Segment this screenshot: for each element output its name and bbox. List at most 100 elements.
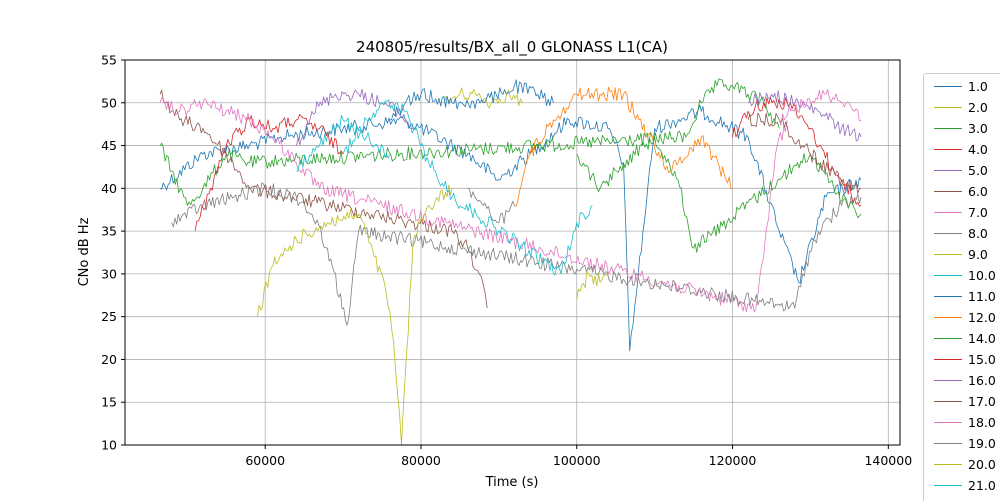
- legend-label: 6.0: [968, 184, 988, 199]
- y-tick-label: 45: [101, 138, 117, 153]
- series-line-21-0: [296, 114, 391, 172]
- legend-item: 14.0: [924, 328, 1000, 349]
- legend-swatch: [934, 254, 962, 255]
- legend-item: 16.0: [924, 370, 1000, 391]
- legend-swatch: [934, 422, 962, 423]
- legend-swatch: [934, 485, 962, 486]
- series-line-10-0: [342, 99, 593, 276]
- series-line-15-0: [732, 96, 862, 207]
- x-tick-label: 140000: [864, 453, 912, 468]
- legend-item: 10.0: [924, 265, 1000, 286]
- legend-swatch: [934, 338, 962, 339]
- y-tick-label: 30: [101, 266, 117, 281]
- axes: 10 15 20 25 30 35 40 45 50 55 60000 80000 100000 1200…: [101, 53, 912, 469]
- series-line-18-0: [778, 89, 862, 126]
- legend-swatch: [934, 170, 962, 171]
- legend-swatch: [934, 128, 962, 129]
- series-line-6-0: [159, 89, 488, 309]
- x-tick-label: 60000: [245, 453, 285, 468]
- series-line-12-0: [514, 86, 733, 207]
- series-line-19-0: [467, 187, 515, 224]
- legend-swatch: [934, 380, 962, 381]
- series-line-17-0: [747, 112, 862, 194]
- plot-area: [159, 78, 862, 446]
- legend: 1.0 2.0 3.0 4.0 5.0 6.0 7.0 8.0 9.0 10.0 11.0 12.0 1…: [923, 73, 1000, 501]
- legend-swatch: [934, 359, 962, 360]
- legend-label: 15.0: [968, 352, 996, 367]
- series-line-11-0: [389, 79, 554, 121]
- legend-item: 11.0: [924, 286, 1000, 307]
- series-line-20-0: [576, 270, 609, 300]
- legend-label: 19.0: [968, 436, 996, 451]
- legend-swatch: [934, 149, 962, 150]
- legend-label: 3.0: [968, 121, 988, 136]
- legend-item: 6.0: [924, 181, 1000, 202]
- legend-label: 9.0: [968, 247, 988, 262]
- legend-swatch: [934, 296, 962, 297]
- series-line-2-0: [443, 87, 523, 109]
- legend-label: 7.0: [968, 205, 988, 220]
- legend-item: 19.0: [924, 433, 1000, 454]
- series-line-7-0: [159, 97, 788, 313]
- legend-label: 1.0: [968, 79, 988, 94]
- y-tick-label: 40: [101, 181, 117, 196]
- y-tick-label: 50: [101, 95, 117, 110]
- y-tick-label: 10: [101, 438, 117, 453]
- legend-item: 18.0: [924, 412, 1000, 433]
- legend-item: 15.0: [924, 349, 1000, 370]
- legend-swatch: [934, 317, 962, 318]
- legend-label: 8.0: [968, 226, 988, 241]
- legend-item: 7.0: [924, 202, 1000, 223]
- x-tick-label: 100000: [553, 453, 601, 468]
- chart-title: 240805/results/BX_all_0 GLONASS L1(CA): [356, 38, 668, 57]
- legend-label: 10.0: [968, 268, 996, 283]
- legend-swatch: [934, 107, 962, 108]
- x-tick-label: 80000: [401, 453, 441, 468]
- legend-item: 17.0: [924, 391, 1000, 412]
- legend-label: 16.0: [968, 373, 996, 388]
- series-line-3-0: [159, 78, 780, 206]
- grid: [125, 59, 900, 446]
- y-tick-label: 55: [101, 53, 117, 68]
- legend-item: 1.0: [924, 76, 1000, 97]
- legend-swatch: [934, 86, 962, 87]
- legend-item: 21.0: [924, 475, 1000, 496]
- legend-swatch: [934, 191, 962, 192]
- legend-item: 3.0: [924, 118, 1000, 139]
- series-line-8-0: [171, 182, 862, 326]
- y-tick-label: 15: [101, 395, 117, 410]
- series-line-4-0: [194, 114, 344, 232]
- legend-item: 5.0: [924, 160, 1000, 181]
- x-tick-label: 120000: [709, 453, 757, 468]
- legend-swatch: [934, 275, 962, 276]
- legend-label: 14.0: [968, 331, 996, 346]
- legend-label: 2.0: [968, 100, 988, 115]
- y-tick-label: 25: [101, 309, 117, 324]
- series-line-5-0: [296, 88, 414, 146]
- legend-item: 4.0: [924, 139, 1000, 160]
- y-tick-label: 20: [101, 352, 117, 367]
- legend-label: 21.0: [968, 478, 996, 493]
- legend-label: 11.0: [968, 289, 996, 304]
- legend-swatch: [934, 212, 962, 213]
- legend-label: 12.0: [968, 310, 996, 325]
- legend-label: 20.0: [968, 457, 996, 472]
- legend-swatch: [934, 443, 962, 444]
- legend-item: 12.0: [924, 307, 1000, 328]
- axes-frame: [124, 59, 901, 446]
- legend-label: 5.0: [968, 163, 988, 178]
- series-line-16-0: [747, 90, 862, 142]
- y-tick-label: 35: [101, 224, 117, 239]
- legend-item: 8.0: [924, 223, 1000, 244]
- series-line-14-0: [576, 136, 862, 253]
- series-line-9-0: [257, 184, 453, 446]
- legend-swatch: [934, 401, 962, 402]
- legend-label: 17.0: [968, 394, 996, 409]
- legend-swatch: [934, 233, 962, 234]
- legend-item: 2.0: [924, 97, 1000, 118]
- legend-label: 4.0: [968, 142, 988, 157]
- legend-item: 20.0: [924, 454, 1000, 475]
- legend-swatch: [934, 464, 962, 465]
- legend-item: 9.0: [924, 244, 1000, 265]
- x-axis-label: Time (s): [485, 475, 539, 490]
